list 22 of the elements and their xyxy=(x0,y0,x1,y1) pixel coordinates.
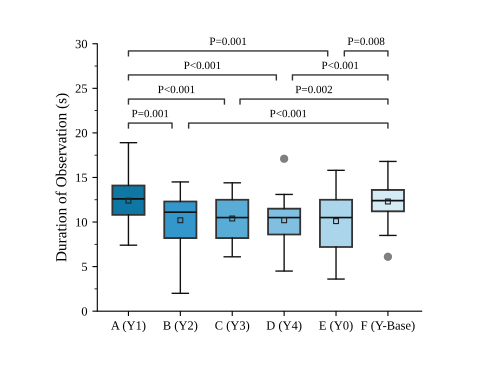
y-tick-label: 20 xyxy=(76,128,88,138)
annotation: P=0.001 xyxy=(132,110,168,118)
y-tick-label: 5 xyxy=(82,262,88,272)
y-tick-label: 10 xyxy=(76,218,88,226)
annotation: P=0.001 xyxy=(210,38,246,46)
x-tick-label: A (Y1) xyxy=(111,320,146,332)
y-tick-label: 0 xyxy=(82,307,88,316)
annotation: P=0.002 xyxy=(296,86,332,94)
x-tick-label: F (Y-Base) xyxy=(361,320,415,332)
x-tick-label: B (Y2) xyxy=(163,320,198,332)
annotation: P<0.001 xyxy=(158,86,195,94)
annotation: P=0.008 xyxy=(348,38,384,46)
y-tick-label: 15 xyxy=(76,174,88,182)
x-tick-label: D (Y4) xyxy=(266,320,302,332)
y-tick-label: 30 xyxy=(76,40,88,48)
annotation: P<0.001 xyxy=(184,62,220,70)
y-axis-title: Duration of Observation (s) xyxy=(56,93,70,262)
y-tick-label: 25 xyxy=(76,84,88,93)
annotation: P<0.001 xyxy=(270,110,306,118)
annotation: P<0.001 xyxy=(322,62,358,70)
x-tick-label: E (Y0) xyxy=(319,320,353,332)
x-tick-label: C (Y3) xyxy=(215,320,250,332)
